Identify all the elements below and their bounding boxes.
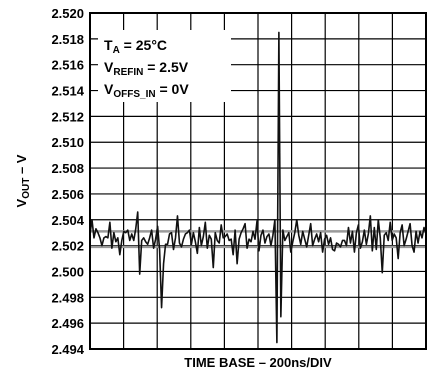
y-tick-label: 2.516 [51, 58, 84, 73]
y-tick-label: 2.518 [51, 32, 84, 47]
legend-line-vrefin: VREFIN = 2.5V [104, 59, 189, 78]
legend-line-voffs-in: VOFFS_IN = 0V [104, 81, 189, 100]
y-tick-label: 2.502 [51, 239, 84, 254]
y-tick-label: 2.500 [51, 264, 84, 279]
y-tick-label: 2.514 [51, 84, 84, 99]
y-tick-label: 2.508 [51, 161, 84, 176]
y-tick-label: 2.520 [51, 6, 84, 21]
y-axis-title: VOUT – V [14, 154, 32, 207]
y-tick-label: 2.504 [51, 213, 84, 228]
trace-line [89, 31, 427, 344]
y-tick-labels: 2.520 2.518 2.516 2.514 2.512 2.510 2.508 2.506… [51, 6, 84, 357]
y-tick-label: 2.496 [51, 316, 84, 331]
y-tick-label: 2.512 [51, 109, 84, 124]
plot-frame [89, 12, 427, 350]
voltage-trace [89, 31, 427, 344]
x-axis-title: TIME BASE – 200ns/DIV [184, 355, 332, 370]
y-tick-label: 2.494 [51, 342, 84, 357]
legend-line-ta: TA = 25°C [104, 37, 167, 56]
y-tick-label: 2.510 [51, 135, 84, 150]
y-tick-label: 2.506 [51, 187, 84, 202]
legend-box [98, 30, 231, 102]
y-tick-label: 2.498 [51, 290, 84, 305]
conditions-legend: TA = 25°C VREFIN = 2.5V VOFFS_IN = 0V [98, 30, 231, 102]
